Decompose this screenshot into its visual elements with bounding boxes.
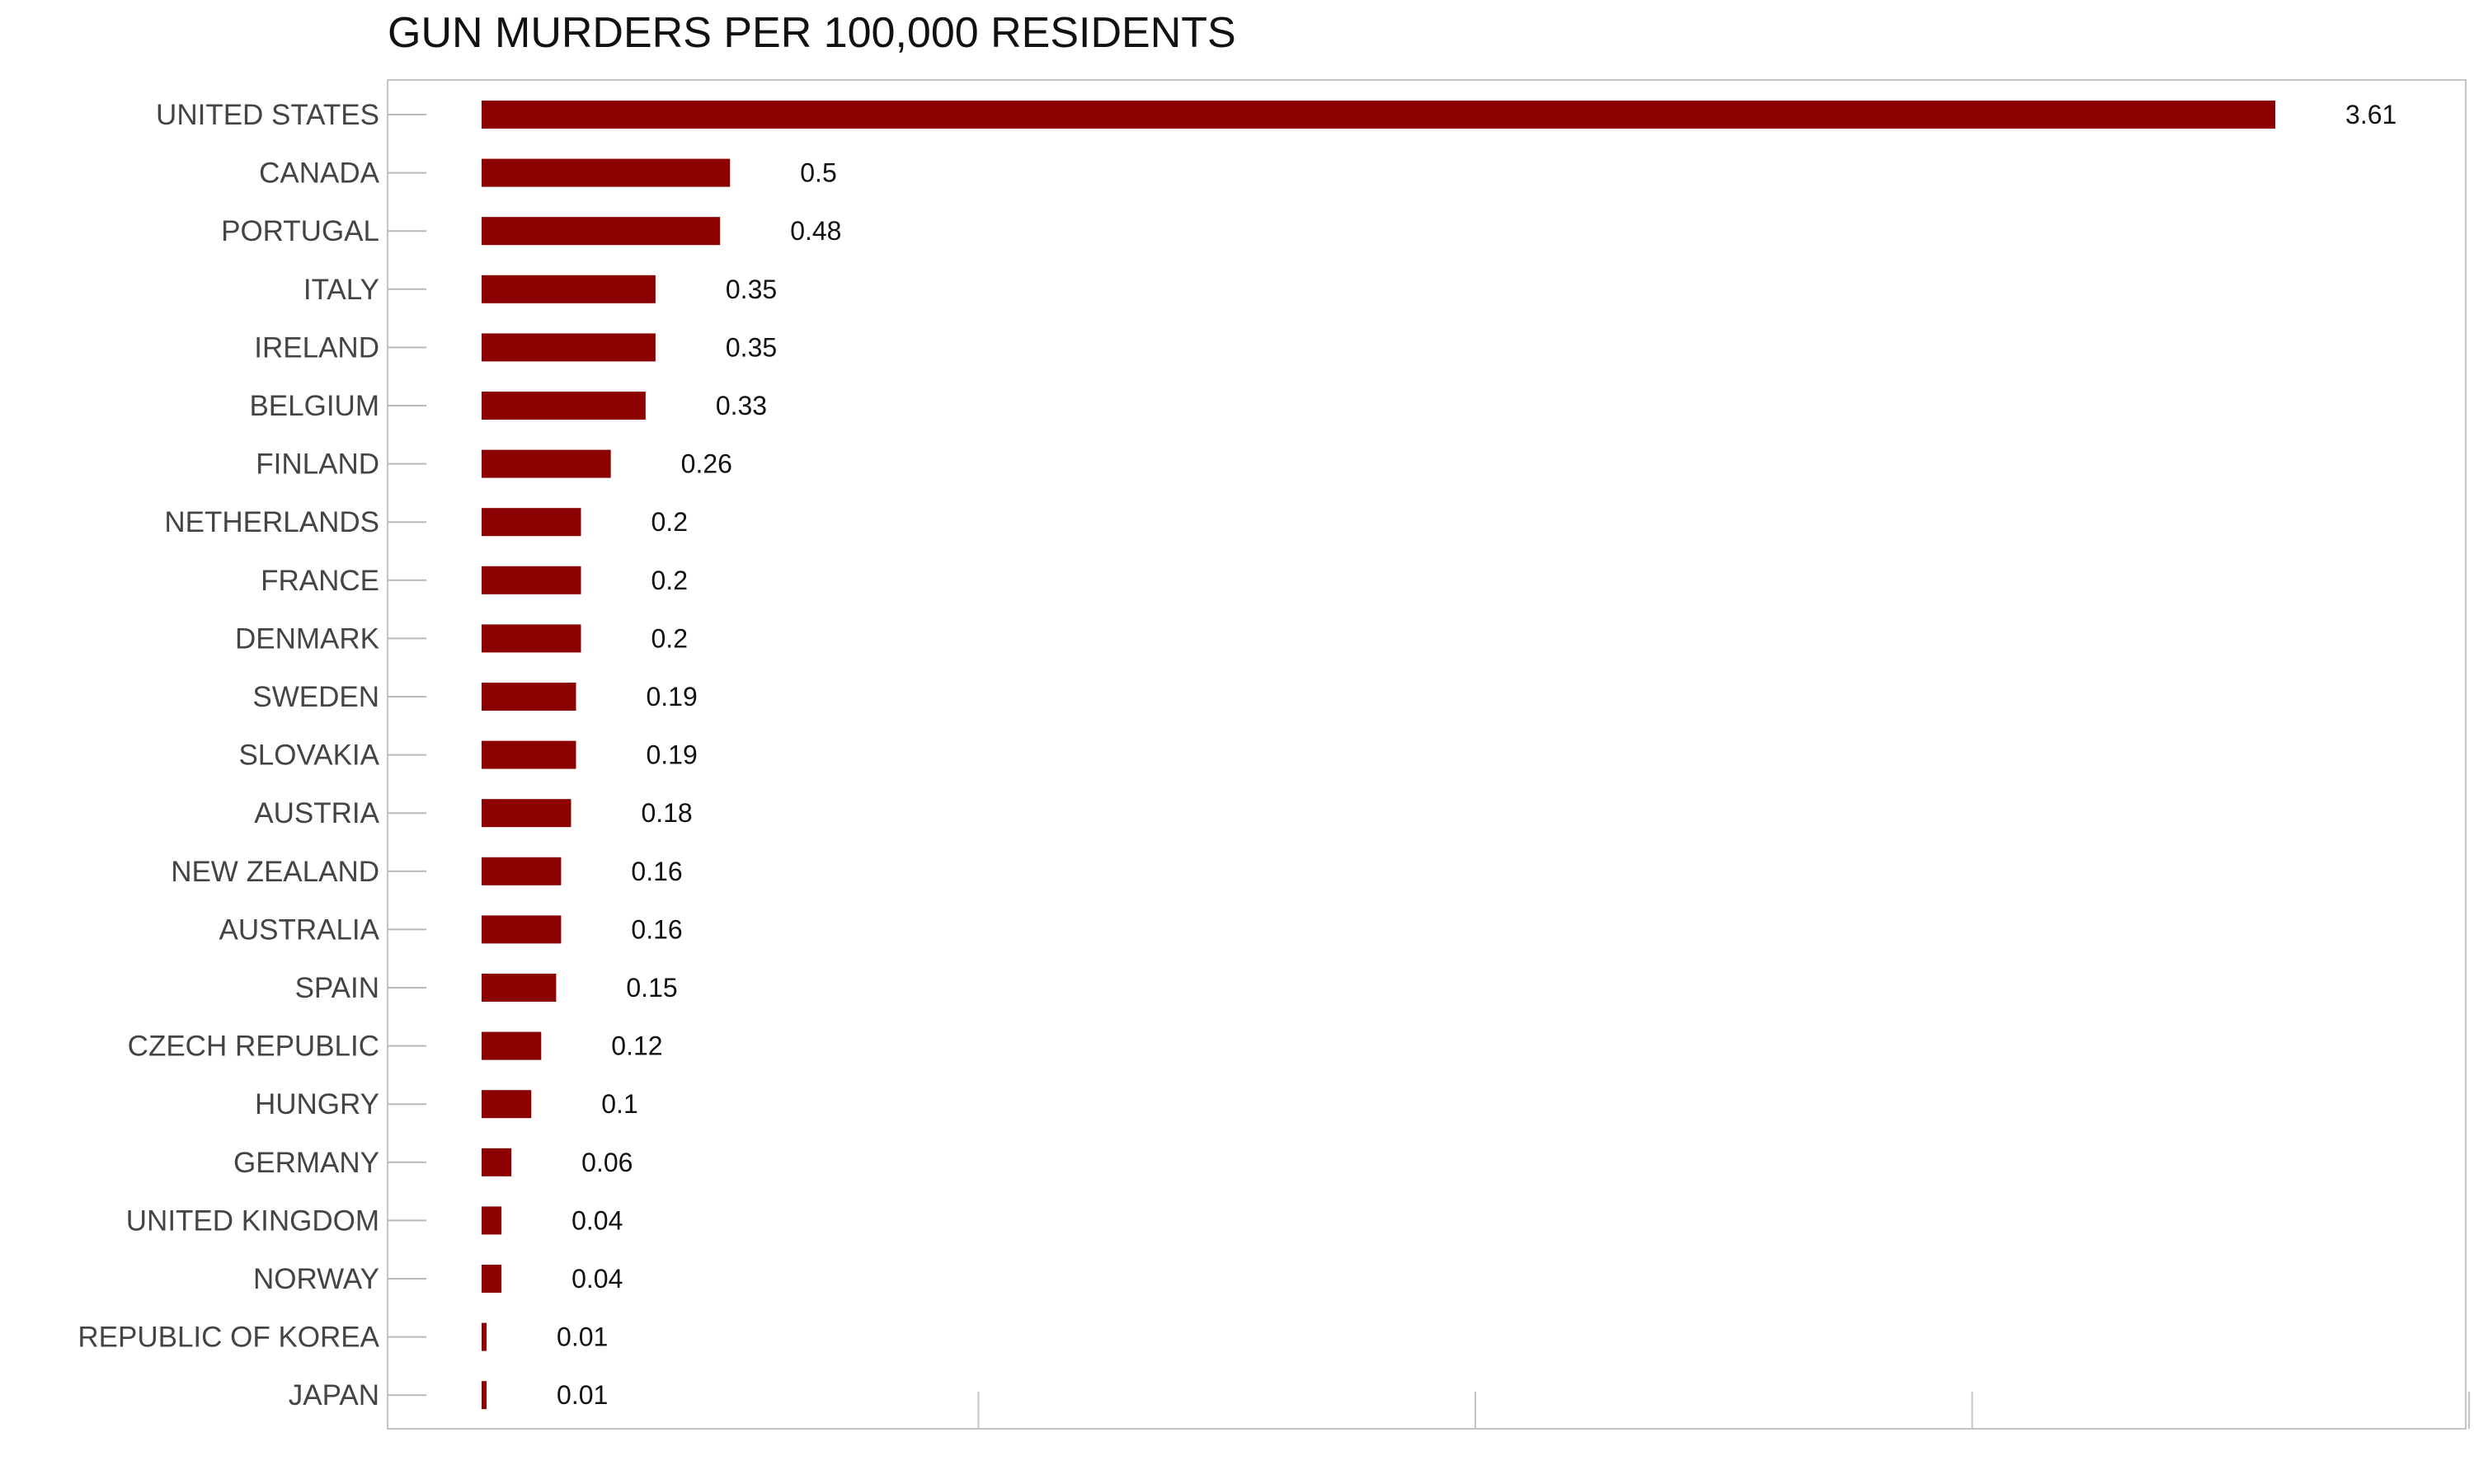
bar [482,158,731,187]
bar [482,1031,542,1060]
category-label: UNITED STATES [156,99,379,131]
bar [482,1206,502,1235]
data-label: 0.15 [626,973,677,1003]
bar [482,508,581,537]
category-label: HUNGRY [255,1088,379,1120]
bar [482,1148,512,1176]
data-label: 0.04 [571,1264,623,1294]
category-label: ITALY [303,274,379,306]
data-label: 0.2 [651,507,688,537]
bar [482,974,557,1002]
data-label: 0.06 [581,1148,633,1177]
category-label: REPUBLIC OF KOREA [78,1322,379,1354]
bar [482,740,576,769]
plot-frame [387,79,2467,1430]
data-label: 0.26 [681,449,732,479]
category-label: FINLAND [256,448,379,481]
data-label: 0.18 [641,798,692,828]
category-label: AUSTRIA [254,797,379,829]
data-label: 0.16 [631,857,682,886]
bar [482,1265,502,1293]
data-label: 0.35 [726,332,777,362]
bar [482,1322,487,1351]
data-label: 0.01 [557,1322,608,1352]
data-label: 0.01 [557,1380,608,1410]
data-label: 0.33 [716,391,767,420]
data-label: 0.12 [611,1031,662,1061]
category-label: SPAIN [295,972,379,1004]
data-label: 0.35 [726,275,777,304]
data-label: 0.2 [651,566,688,595]
bar [482,449,611,478]
category-label: NETHERLANDS [164,506,379,538]
category-label: BELGIUM [249,390,379,422]
bar [482,566,581,594]
data-label: 0.19 [646,740,697,770]
bar [482,101,2276,129]
data-label: 0.48 [790,216,841,246]
bar [482,217,721,246]
category-label: GERMANY [233,1147,379,1179]
category-label: SWEDEN [252,681,379,713]
data-label: 3.61 [2345,100,2396,129]
data-label: 0.2 [651,623,688,653]
bar [482,857,562,885]
bar [482,1381,487,1410]
bar [482,392,646,420]
data-label: 0.1 [601,1089,637,1119]
category-label: NORWAY [253,1263,379,1295]
category-label: PORTUGAL [221,215,379,247]
category-label: SLOVAKIA [238,740,379,772]
bar [482,624,581,653]
chart-title: GUN MURDERS PER 100,000 RESIDENTS [388,9,1236,57]
category-label: AUSTRALIA [219,913,380,946]
bar [482,275,656,303]
category-label: CZECH REPUBLIC [128,1031,379,1063]
bar [482,915,562,944]
data-label: 0.16 [631,914,682,944]
data-label: 0.04 [571,1205,623,1235]
category-label: JAPAN [289,1379,379,1411]
bar [482,333,656,362]
data-label: 0.5 [800,158,836,188]
category-label: CANADA [259,157,380,190]
category-label: DENMARK [235,622,379,655]
bar [482,799,571,828]
bar [482,683,576,711]
bar [482,1090,532,1119]
category-label: IRELAND [254,331,379,364]
category-label: NEW ZEALAND [171,856,379,888]
category-label: UNITED KINGDOM [126,1205,379,1237]
data-label: 0.19 [646,682,697,711]
category-label: FRANCE [261,565,379,597]
